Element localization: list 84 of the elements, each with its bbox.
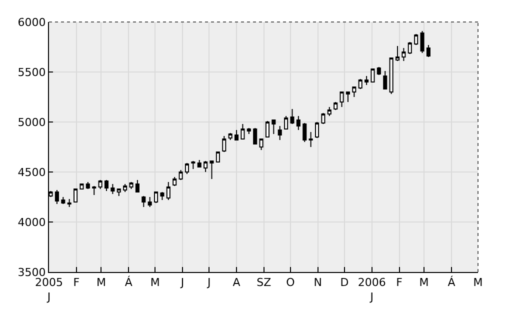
candlestick <box>104 180 109 192</box>
candlestick <box>321 112 326 124</box>
candlestick <box>67 198 72 208</box>
candlestick <box>172 176 177 186</box>
candlestick <box>204 160 208 172</box>
candlestick <box>272 120 276 134</box>
candlestick <box>290 108 294 124</box>
candlestick <box>265 120 270 138</box>
y-tick-label: 4000 <box>18 216 46 229</box>
candlestick <box>178 170 183 180</box>
candlestick <box>402 48 406 62</box>
y-tick-label: 6000 <box>18 16 46 29</box>
candlestick <box>135 180 140 192</box>
candlestick <box>74 188 78 202</box>
candlestick <box>123 184 128 192</box>
candlestick <box>327 106 332 116</box>
candlestick <box>278 126 282 140</box>
x-tick-label: F <box>396 276 402 290</box>
candlestick <box>340 92 344 108</box>
candlestick <box>383 70 388 90</box>
candlestick <box>389 58 394 94</box>
candlestick <box>296 116 300 130</box>
candlestick <box>308 132 313 148</box>
candlestick <box>116 188 121 196</box>
candlestick <box>240 124 245 140</box>
x-tick-label: 2006 J <box>358 276 386 304</box>
x-tick-label: J <box>206 276 211 290</box>
candlestick <box>315 122 320 138</box>
candlestick <box>110 184 115 194</box>
x-tick-label: D <box>340 276 349 290</box>
candlestick <box>228 132 232 140</box>
y-tick-label: 4500 <box>18 166 46 179</box>
candlestick <box>80 184 84 190</box>
candlestick <box>148 196 152 208</box>
candlestick <box>426 44 430 58</box>
candlestick <box>284 116 288 130</box>
x-tick-label: M <box>150 276 160 290</box>
x-tick-label: O <box>286 276 296 290</box>
candlestick <box>98 180 102 190</box>
candlestick <box>346 92 350 102</box>
y-tick-label: 5500 <box>18 66 46 79</box>
x-tick-label: Á <box>448 275 456 290</box>
candlestick <box>142 196 146 208</box>
x-tick-label: Á <box>124 275 133 290</box>
candlestick <box>160 192 164 200</box>
x-tick-label: J <box>180 276 184 290</box>
candlestick <box>54 190 59 204</box>
candlestick <box>370 68 375 82</box>
candlestick <box>358 78 362 90</box>
candlestick <box>191 160 196 170</box>
candlestick <box>302 122 307 142</box>
x-tick-label: F <box>73 276 80 290</box>
candlestick <box>210 160 214 180</box>
candlestick <box>129 182 134 190</box>
candlestick <box>259 138 264 150</box>
candlestick <box>414 34 418 46</box>
x-tick-label: N <box>314 276 322 290</box>
candlestick <box>408 42 412 54</box>
x-tick-label: SZ <box>256 276 272 290</box>
candlestick <box>246 128 251 134</box>
candlestick <box>86 182 90 190</box>
candlestick <box>364 76 369 86</box>
candlestick <box>253 128 258 144</box>
x-tick-label: M <box>473 276 483 290</box>
candlestick <box>166 182 170 200</box>
candlestick <box>61 196 66 204</box>
candlestick <box>334 102 338 110</box>
candlestick <box>376 66 381 76</box>
candlestick <box>420 30 424 54</box>
x-tick-label: M <box>419 276 429 290</box>
y-tick-label: 3500 <box>18 266 46 279</box>
candlestick <box>197 160 202 168</box>
candlestick <box>184 162 189 174</box>
x-tick-label: 2005 J <box>35 276 63 304</box>
y-tick-label: 5000 <box>18 116 46 129</box>
x-tick-label: A <box>232 276 241 290</box>
candlestick <box>222 136 226 152</box>
x-tick-label: M <box>96 276 106 290</box>
candlestick <box>154 192 158 204</box>
candlestick <box>395 46 400 62</box>
candlestick <box>352 86 356 98</box>
candlestick <box>216 152 220 162</box>
candlestick <box>234 130 239 140</box>
candlestick <box>92 186 96 196</box>
